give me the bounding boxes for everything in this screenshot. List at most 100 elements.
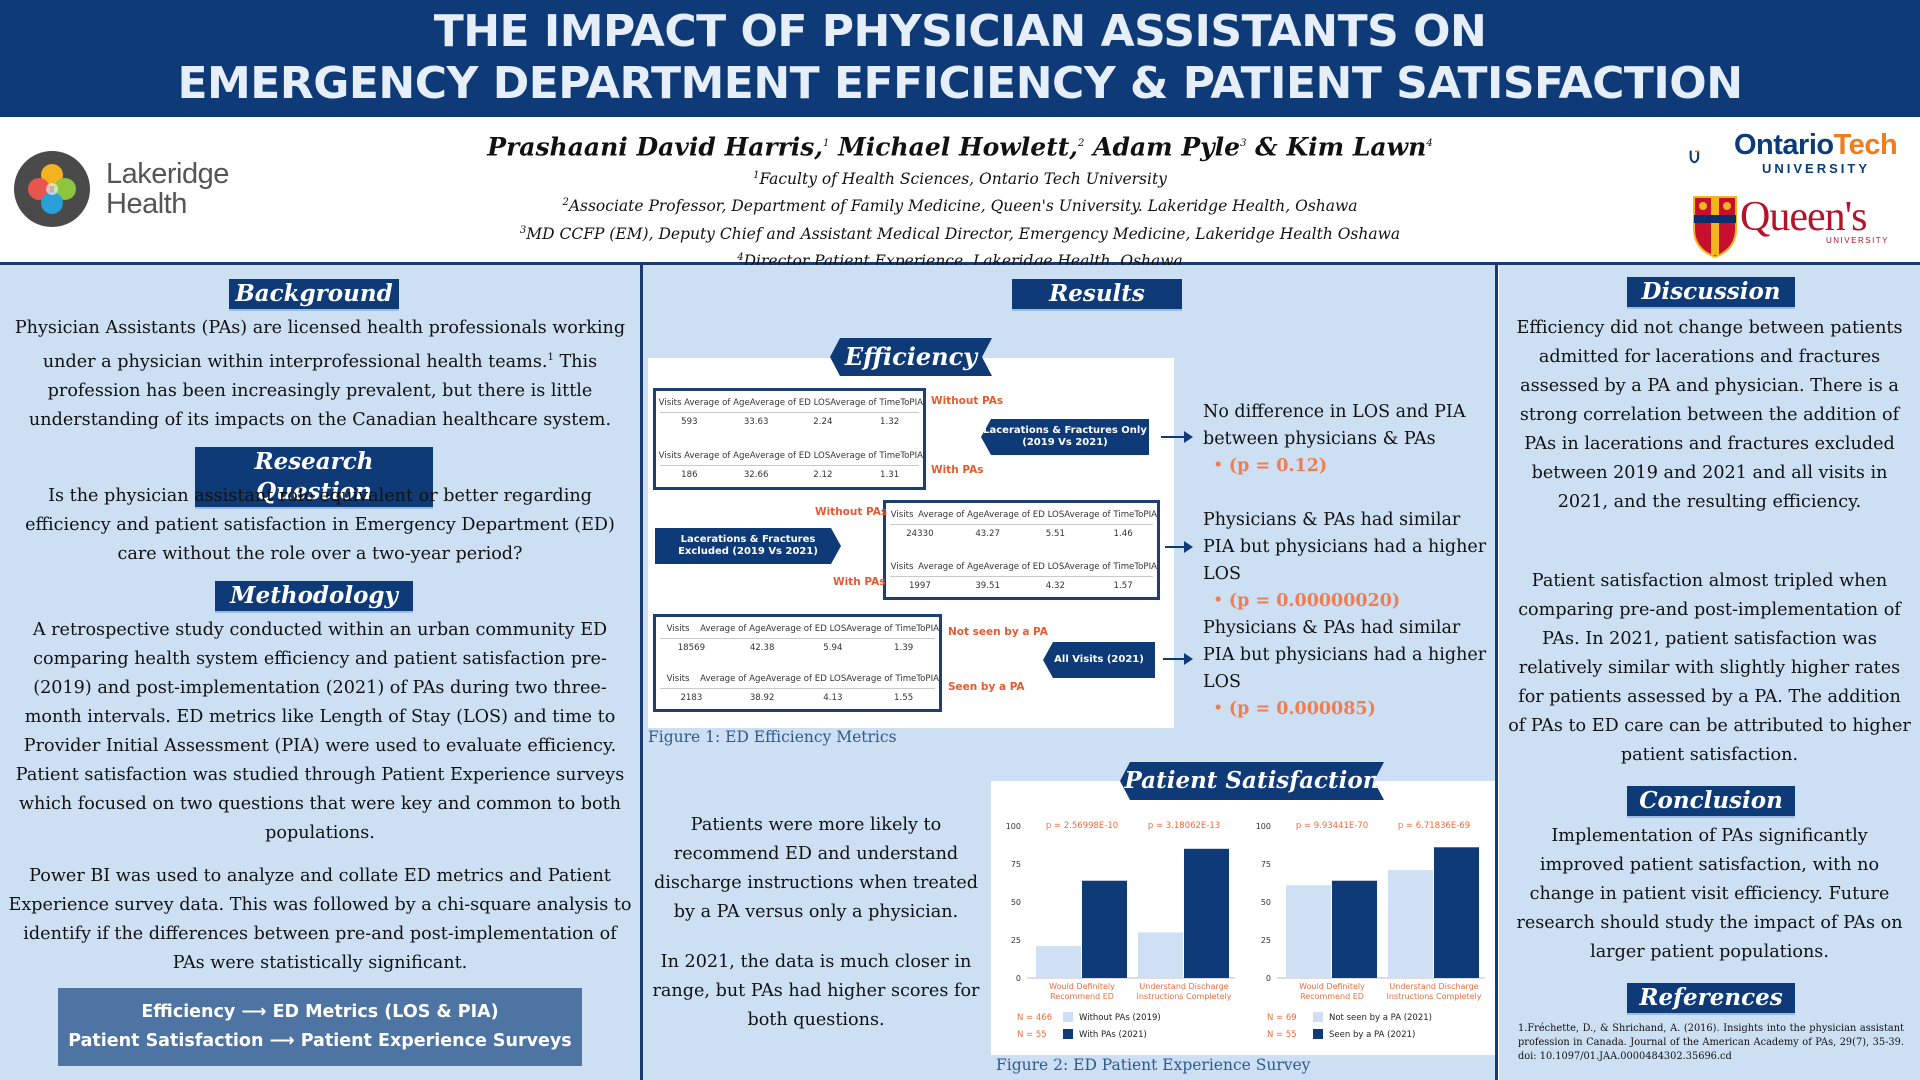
arrow-icon — [1161, 431, 1193, 443]
n-label: N = 466 — [1017, 1013, 1052, 1023]
bar — [1388, 870, 1433, 978]
y-tick-label: 75 — [1261, 860, 1271, 869]
bar — [1286, 885, 1331, 978]
legend-swatch — [1063, 1029, 1073, 1039]
n-label: N = 69 — [1267, 1013, 1297, 1023]
methodology-summary-box: Efficiency ⟶ ED Metrics (LOS & PIA) Pati… — [58, 988, 582, 1066]
label-with-pas: With PAs — [931, 464, 984, 476]
table-row: 24330 43.27 5.51 1.46 — [906, 529, 1133, 539]
table-header-row: Visits Average of Age Average of ED LOS Ave… — [890, 510, 1157, 520]
background-heading: Background — [229, 279, 399, 311]
discussion-text-1: Efficiency did not change between patien… — [1516, 318, 1903, 512]
bar — [1434, 847, 1479, 978]
arrow-icon — [1165, 541, 1193, 553]
poster-title-line2: EMERGENCY DEPARTMENT EFFICIENCY & PATIEN… — [177, 58, 1743, 109]
patient-satisfaction-text-1: Patients were more likely to recommend E… — [653, 815, 978, 922]
table-row: 186 32.66 2.12 1.31 — [681, 470, 900, 480]
research-question-text: Is the physician assistant role equivale… — [25, 486, 615, 564]
legend-swatch — [1313, 1029, 1323, 1039]
references-heading: References — [1627, 983, 1795, 1015]
y-tick-label: 0 — [1266, 974, 1271, 983]
table-header-row: Visits Average of Age Average of ED LOS Ave… — [666, 674, 939, 684]
y-tick-label: 25 — [1011, 936, 1021, 945]
label-without-pas-2: Without PAs — [815, 506, 888, 518]
category-label: Would Definitely — [1299, 982, 1365, 991]
category-label: Instructions Completely — [1386, 992, 1481, 1001]
queens-logo-sub: UNIVERSITY — [1826, 236, 1890, 245]
table-lacerations-excluded: Visits Average of Age Average of ED LOS Ave… — [883, 500, 1160, 600]
poster-title-line1: THE IMPACT OF PHYSICIAN ASSISTANTS ON — [433, 6, 1487, 57]
bar — [1082, 880, 1127, 978]
queens-logo-text: Queen's — [1740, 194, 1868, 240]
bar — [1036, 946, 1081, 978]
right-column — [1499, 265, 1920, 1080]
affiliation-2: 2Associate Professor, Department of Fami… — [562, 197, 1358, 216]
group-label-lacerations-only: Lacerations & Fractures Only (2019 Vs 20… — [981, 419, 1149, 455]
methodology-text-1: A retrospective study conducted within a… — [15, 620, 625, 843]
legend-label: Not seen by a PA (2021) — [1329, 1013, 1432, 1023]
table-row: 2183 38.92 4.13 1.55 — [680, 693, 914, 703]
arrow-icon — [1163, 653, 1193, 665]
n-label: N = 55 — [1267, 1030, 1297, 1040]
table-header-row: Visits Average of Age Average of ED LOS Ave… — [658, 451, 923, 461]
bar — [1332, 880, 1377, 978]
legend-label: With PAs (2021) — [1079, 1030, 1147, 1040]
ontario-tech-logo-sub: UNIVERSITY — [1762, 161, 1871, 176]
table-header-row: Visits Average of Age Average of ED LOS Ave… — [890, 562, 1157, 572]
p-value-label: p = 3.18062E-13 — [1148, 821, 1220, 831]
conclusion-text: Implementation of PAs significantly impr… — [1516, 826, 1903, 962]
conclusion-heading: Conclusion — [1627, 786, 1795, 818]
group-label-lacerations-excluded: Lacerations & Fractures Excluded (2019 V… — [655, 528, 841, 564]
group-label-all-visits: All Visits (2021) — [1043, 642, 1155, 678]
efficiency-banner: Efficiency — [830, 338, 992, 376]
title-banner: THE IMPACT OF PHYSICIAN ASSISTANTS ON EM… — [0, 0, 1920, 117]
methodology-heading: Methodology — [215, 581, 413, 613]
table-row: 18569 42.38 5.94 1.39 — [677, 643, 914, 653]
legend-label: Seen by a PA (2021) — [1329, 1030, 1415, 1040]
y-tick-label: 0 — [1016, 974, 1021, 983]
author-names: Prashaani David Harris,1 Michael Howlett… — [487, 132, 1433, 162]
table-all-visits: Visits Average of Age Average of ED LOS Ave… — [653, 614, 942, 712]
p-value-label: p = 9.93441E-70 — [1296, 821, 1368, 831]
author-block: Prashaani David Harris,1 Michael Howlett… — [360, 127, 1560, 273]
table-lacerations-only: Visits Average of Age Average of ED LOS Ave… — [653, 388, 926, 490]
category-label: Instructions Completely — [1136, 992, 1231, 1001]
table-header-row: Visits Average of Age Average of ED LOS Ave… — [658, 398, 923, 408]
label-with-pas-2: With PAs — [833, 576, 886, 588]
methodology-box-line1: Efficiency ⟶ ED Metrics (LOS & PIA) — [141, 1002, 499, 1022]
legend-label: Without PAs (2019) — [1079, 1013, 1161, 1023]
table-row: 593 33.63 2.24 1.32 — [681, 417, 900, 427]
background-text: Physician Assistants (PAs) are licensed … — [14, 318, 626, 430]
ontario-tech-logo-text: OntarioTech — [1734, 129, 1898, 161]
p-value-label: p = 2.56998E-10 — [1046, 821, 1118, 831]
n-label: N = 55 — [1017, 1030, 1047, 1040]
research-question-heading: Research Question — [195, 447, 433, 509]
bar — [1138, 932, 1183, 978]
patient-satisfaction-banner: Patient Satisfaction — [1120, 762, 1384, 800]
discussion-text-2: Patient satisfaction almost tripled when… — [1508, 571, 1911, 765]
category-label: Understand Discharge — [1139, 982, 1228, 991]
bar — [1184, 848, 1229, 978]
category-label: Recommend ED — [1050, 992, 1114, 1001]
figure-2-caption: Figure 2: ED Patient Experience Survey — [996, 1056, 1311, 1074]
affiliation-1: 1Faculty of Health Sciences, Ontario Tec… — [753, 170, 1167, 189]
finding-3: Physicians & PAs had similar PIA but phy… — [1203, 618, 1487, 719]
category-label: Recommend ED — [1300, 992, 1364, 1001]
chart-pas-vs-no-pas: 0 25 50 75 100 p = 2.56998E-10 Would Definitel… — [1006, 821, 1235, 1040]
finding-1: No difference in LOS and PIA between phy… — [1203, 402, 1466, 476]
label-seen-by-pa: Seen by a PA — [948, 681, 1025, 693]
category-label: Understand Discharge — [1389, 982, 1478, 991]
methodology-text-2: Power BI was used to analyze and collate… — [8, 866, 632, 973]
lakeridge-logo-icon — [14, 151, 90, 227]
ontario-tech-shield-icon — [1689, 150, 1700, 164]
y-tick-label: 100 — [1256, 822, 1271, 831]
column-divider-left — [640, 265, 643, 1080]
figure-1-caption: Figure 1: ED Efficiency Metrics — [648, 728, 897, 746]
legend-swatch — [1313, 1012, 1323, 1022]
y-tick-label: 50 — [1261, 898, 1271, 907]
category-label: Would Definitely — [1049, 982, 1115, 991]
chart-seen-vs-not-seen: 0 25 50 75 100 p = 9.93441E-70 Would Definitel… — [1256, 821, 1485, 1040]
reference-item: 1.Fréchette, D., & Shrichand, A. (2016).… — [1518, 1023, 1904, 1062]
finding-2: Physicians & PAs had similar PIA but phy… — [1203, 510, 1487, 611]
affiliation-3: 3MD CCFP (EM), Deputy Chief and Assistan… — [519, 224, 1401, 243]
